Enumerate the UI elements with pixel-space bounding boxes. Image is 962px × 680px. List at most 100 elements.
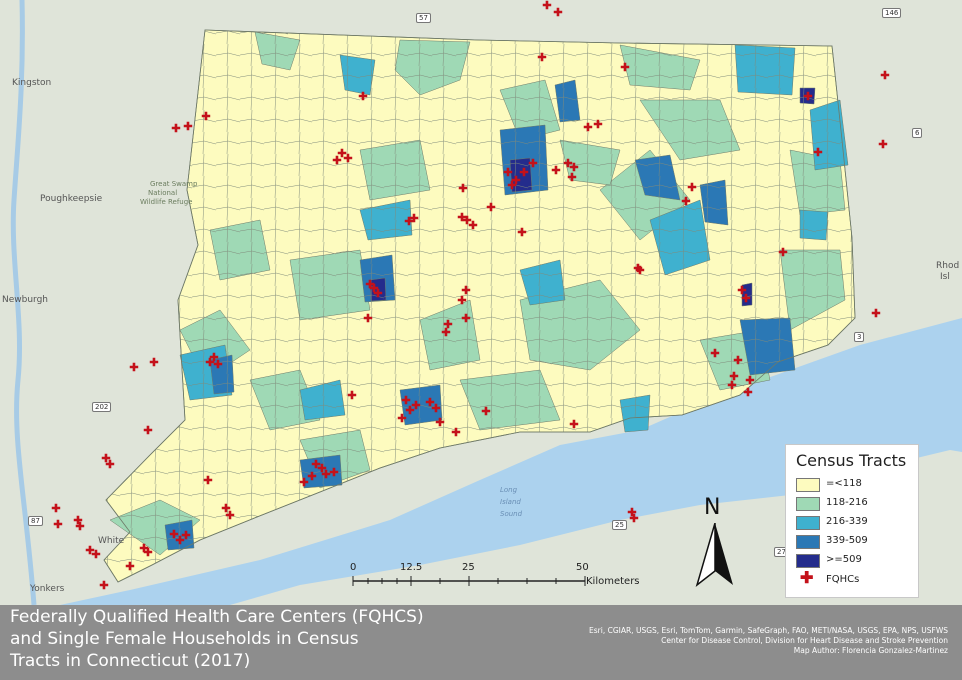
map-canvas[interactable]: ✚ ✚ ✚ ✚ ✚ ✚ ✚ ✚ ✚ ✚ ✚ ✚ ✚ ✚ ✚ ✚ ✚ ✚ ✚ ✚ ✚ ✚ ✚ ✚ ✚ ✚ ✚ ✚ ✚ ✚ ✚ ✚ ✚ ✚ ✚ ✚ ✚ ✚ ✚ ✚… [0,0,962,605]
fqhc-marker-icon: ✚ [51,503,60,515]
scale-tick-label-25: 25 [462,562,475,573]
fqhc-marker-icon: ✚ [311,459,320,471]
park-label-1: Great Swamp [150,180,198,188]
fqhc-markers: ✚ ✚ ✚ ✚ ✚ ✚ ✚ ✚ ✚ ✚ ✚ ✚ ✚ ✚ ✚ ✚ ✚ ✚ ✚ ✚ ✚ ✚ ✚ ✚ ✚ ✚ ✚ ✚ ✚ ✚ ✚ ✚ ✚ ✚ ✚ ✚ ✚ ✚ ✚ ✚… [51,0,889,592]
fqhc-marker-icon: ✚ [175,535,184,547]
map-legend: Census Tracts =<118 118-216 216-339 339-… [785,444,919,598]
fqhc-marker-icon: ✚ [201,111,210,123]
park-label-3: Wildlife Refuge [140,198,193,206]
fqhc-marker-icon: ✚ [221,503,230,515]
fqhc-marker-icon: ✚ [411,400,420,412]
fqhc-marker-icon: ✚ [73,515,82,527]
title-line-3: Tracts in Connecticut (2017) [10,651,251,671]
fqhc-marker-icon: ✚ [329,467,338,479]
fqhc-marker-icon: ✚ [369,283,378,295]
fqhc-marker-icon: ✚ [871,308,880,320]
fqhc-marker-icon: ✚ [101,453,110,465]
fqhc-marker-icon: ✚ [635,265,644,277]
long-island [230,450,962,605]
fqhc-marker-icon: ✚ [517,227,526,239]
fqhc-marker-icon: ✚ [507,180,516,192]
fqhc-marker-icon: ✚ [741,293,750,305]
fqhc-marker-icon: ✚ [343,153,352,165]
route-shield-6: 6 [912,128,923,138]
fqhc-marker-icon: ✚ [143,547,152,559]
fqhc-marker-icon: ✚ [425,397,434,409]
legend-swatch-4 [796,535,820,549]
fqhc-marker-icon: ✚ [710,348,719,360]
legend-swatch-2 [796,497,820,511]
fqhc-marker-icon: ✚ [409,213,418,225]
route-shield-87: 87 [28,516,43,526]
fqhc-marker-icon: ✚ [307,471,316,483]
fqhc-marker-icon: ✚ [567,172,576,184]
fqhc-marker-icon: ✚ [337,148,346,160]
fqhc-marker-icon: ✚ [537,52,546,64]
title-bar [0,605,962,680]
water-label-2: Island [500,498,521,506]
place-label-newburgh: Newburgh [2,295,49,305]
scale-tick-label-0: 0 [350,562,357,573]
route-shield-146: 146 [882,8,902,18]
fqhc-marker-icon: ✚ [551,165,560,177]
place-label-island: Isl [940,272,950,282]
legend-swatch-1 [796,478,820,492]
fqhc-marker-icon: ✚ [405,405,414,417]
fqhc-marker-icon: ✚ [528,158,537,170]
legend-label-3: 216-339 [826,516,868,527]
legend-swatch-5 [796,554,820,568]
fqhc-marker-icon: ✚ [105,459,114,471]
fqhc-marker-icon: ✚ [171,123,180,135]
fqhc-marker-icon: ✚ [503,167,512,179]
fqhc-marker-icon: ✚ [681,196,690,208]
fqhc-marker-icon: ✚ [803,91,812,103]
fqhc-marker-icon: ✚ [813,147,822,159]
fqhc-marker-icon: ✚ [365,279,374,291]
legend-label-fqhc: FQHCs [826,574,860,585]
fqhc-marker-icon: ✚ [91,549,100,561]
legend-title: Census Tracts [796,451,907,470]
fqhc-marker-icon: ✚ [481,406,490,418]
legend-swatch-3 [796,516,820,530]
fqhc-marker-icon: ✚ [139,543,148,555]
credits-line-3: Map Author: Florencia Gonzalez-Martinez [793,646,948,655]
fqhc-marker-icon: ✚ [457,295,466,307]
north-arrow-label: N [704,495,721,520]
fqhc-marker-icon: ✚ [687,182,696,194]
fqhc-marker-icon: ✚ [332,155,341,167]
fqhc-marker-icon: ✚ [205,357,214,369]
fqhc-marker-icon: ✚ [468,220,477,232]
legend-label-2: 118-216 [826,497,868,508]
hudson-river [10,0,37,605]
fqhc-marker-icon: ✚ [461,285,470,297]
fqhc-marker-icon: ✚ [729,371,738,383]
fqhc-marker-icon: ✚ [553,7,562,19]
fqhc-marker-icon: ✚ [629,513,638,525]
fqhc-marker-icon: ✚ [373,288,382,300]
fqhc-cross-icon: ✚ [800,570,814,587]
fqhc-marker-icon: ✚ [519,167,528,179]
place-label-white-plains: White [98,536,125,546]
fqhc-marker-icon: ✚ [317,463,326,475]
legend-label-4: 339-509 [826,535,868,546]
fqhc-marker-icon: ✚ [880,70,889,82]
fqhc-marker-icon: ✚ [397,413,406,425]
scale-unit-label: Kilometers [586,576,640,587]
fqhc-marker-icon: ✚ [569,162,578,174]
legend-label-1: =<118 [826,478,862,489]
map-credits: Esri, CGIAR, USGS, Esri, TomTom, Garmin,… [589,626,948,656]
route-shield-202: 202 [92,402,112,412]
fqhc-marker-icon: ✚ [441,327,450,339]
water-label-1: Long [500,486,518,494]
fqhc-marker-icon: ✚ [213,359,222,371]
fqhc-marker-icon: ✚ [125,561,134,573]
fqhc-marker-icon: ✚ [569,419,578,431]
fqhc-marker-icon: ✚ [209,352,218,364]
place-label-kingston: Kingston [12,78,52,88]
fqhc-marker-icon: ✚ [358,91,367,103]
fqhc-marker-icon: ✚ [149,357,158,369]
fqhc-marker-icon: ✚ [511,175,520,187]
connecticut-tracts [103,29,856,583]
fqhc-marker-icon: ✚ [457,212,466,224]
fqhc-marker-icon: ✚ [321,469,330,481]
